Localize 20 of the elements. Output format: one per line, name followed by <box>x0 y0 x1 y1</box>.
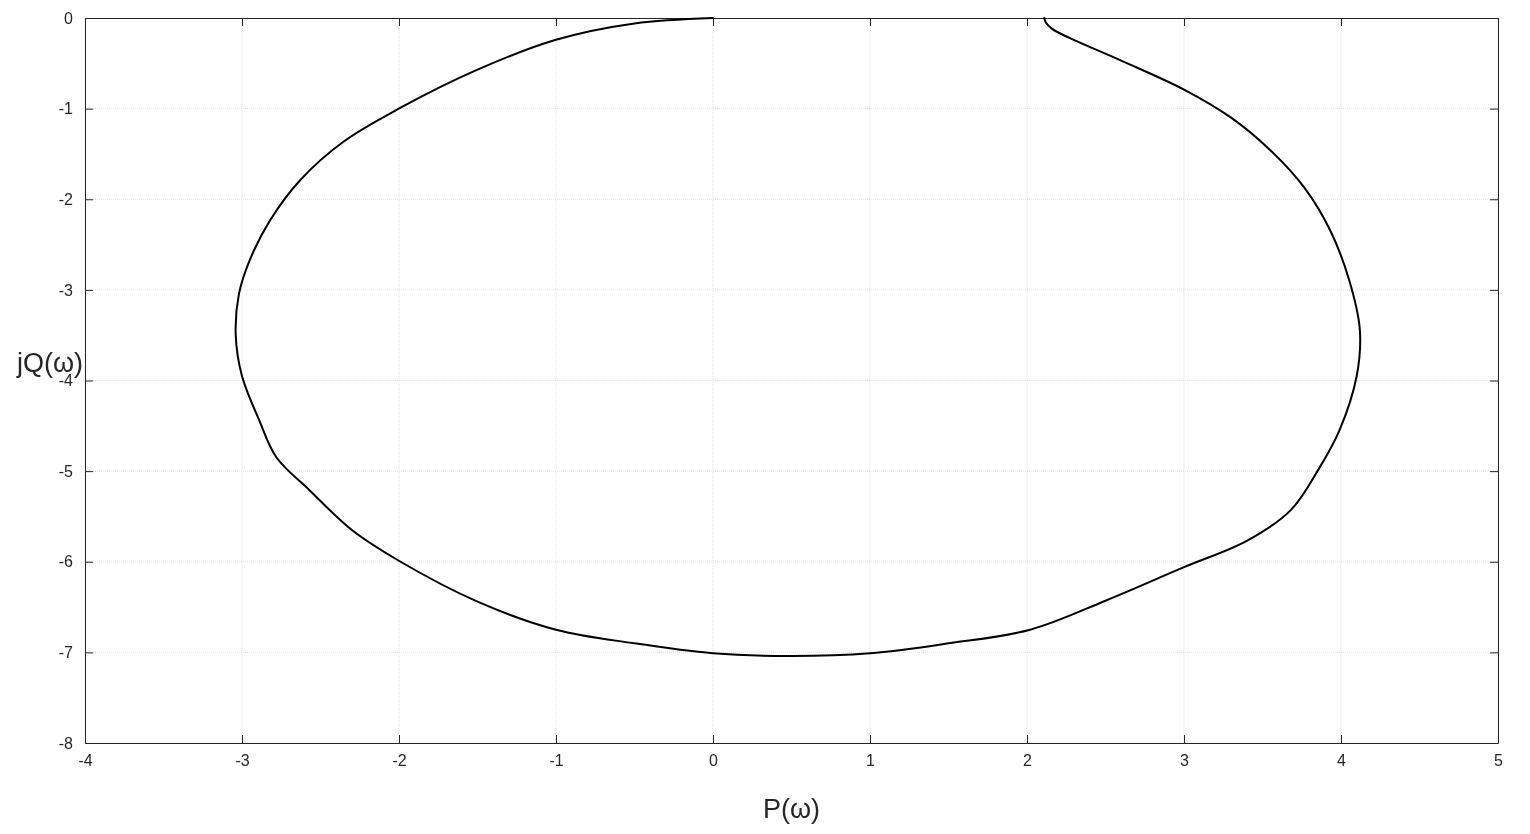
y-tick-label: -2 <box>58 190 74 208</box>
x-tick-label: -4 <box>78 752 93 770</box>
x-tick-label: -2 <box>392 752 407 770</box>
line-series <box>234 17 1362 657</box>
y-tick-label: 0 <box>64 9 74 27</box>
y-tick-label: -5 <box>58 462 74 480</box>
y-tick-label: -3 <box>58 281 74 299</box>
x-tick-label: 0 <box>709 752 719 770</box>
x-tick-label: 4 <box>1337 752 1347 770</box>
x-tick-label: -3 <box>235 752 250 770</box>
x-axis-title: P(ω) <box>762 794 821 824</box>
x-tick-label: 3 <box>1180 752 1190 770</box>
y-tick-label: -1 <box>58 100 74 118</box>
x-tick-label: -1 <box>549 752 564 770</box>
y-tick-label: -8 <box>58 734 74 752</box>
x-tick-label: 1 <box>866 752 876 770</box>
x-tick-label: 2 <box>1023 752 1033 770</box>
y-tick-label: -7 <box>58 643 74 661</box>
y-tick-label: -6 <box>58 553 74 571</box>
x-tick-label: 5 <box>1494 752 1504 770</box>
